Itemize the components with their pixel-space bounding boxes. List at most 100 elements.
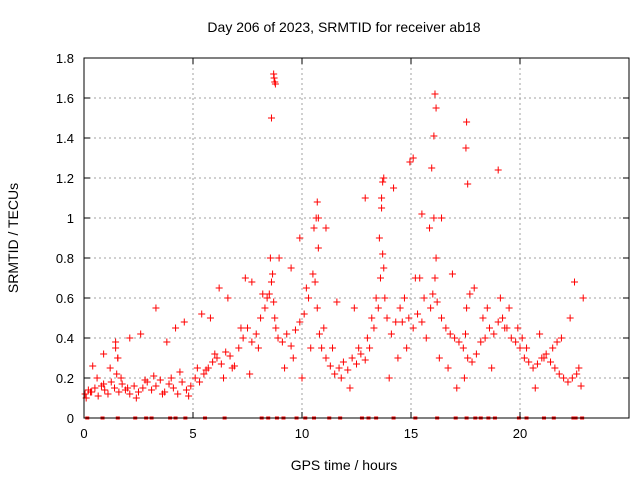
data-point [178, 378, 186, 386]
data-point [455, 338, 463, 346]
data-point [438, 214, 446, 222]
data-point [379, 178, 387, 186]
data-point [213, 354, 221, 362]
data-point [302, 284, 310, 292]
data-point [300, 310, 308, 318]
data-point [547, 358, 555, 366]
data-point [463, 304, 471, 312]
data-point [270, 74, 278, 82]
data-point [281, 364, 289, 372]
data-point [366, 344, 374, 352]
data-point [187, 382, 195, 390]
data-point [139, 384, 147, 392]
x-tick-label: 20 [513, 426, 527, 441]
data-point [158, 390, 166, 398]
data-point [309, 270, 317, 278]
data-point [368, 314, 376, 322]
data-point [117, 374, 125, 382]
data-point [150, 372, 158, 380]
data-point [463, 118, 471, 126]
data-point [516, 344, 524, 352]
data-point [118, 380, 126, 388]
data-point [383, 314, 391, 322]
data-point [553, 338, 561, 346]
data-point [115, 388, 123, 396]
data-point [191, 374, 199, 382]
data-point [507, 334, 515, 342]
data-point [246, 370, 254, 378]
data-point [555, 370, 563, 378]
data-point [270, 298, 278, 306]
data-point [113, 370, 121, 378]
data-point [512, 338, 520, 346]
data-point [431, 90, 439, 98]
data-point [433, 298, 441, 306]
data-point [257, 314, 265, 322]
data-point [428, 164, 436, 172]
data-point [405, 314, 413, 322]
data-point [320, 324, 328, 332]
data-point [344, 366, 352, 374]
data-point [126, 334, 134, 342]
plot-frame [83, 57, 630, 419]
data-point [394, 354, 402, 362]
data-point [575, 364, 583, 372]
data-point [357, 350, 365, 358]
data-point [374, 304, 382, 312]
data-point [346, 384, 354, 392]
data-point [200, 370, 208, 378]
data-point [481, 334, 489, 342]
data-point [196, 378, 204, 386]
data-point [141, 376, 149, 384]
data-point [235, 344, 243, 352]
data-point [333, 298, 341, 306]
data-point [137, 330, 145, 338]
data-point [514, 324, 522, 332]
data-point [579, 294, 587, 302]
data-point [252, 330, 260, 338]
data-point [418, 318, 426, 326]
data-point [339, 358, 347, 366]
data-point [468, 358, 476, 366]
data-point [163, 338, 171, 346]
data-point [202, 366, 210, 374]
data-point [577, 382, 585, 390]
data-point [206, 314, 214, 322]
data-point [165, 380, 173, 388]
data-point [540, 354, 548, 362]
data-point [573, 370, 581, 378]
data-point [106, 364, 114, 372]
data-point [566, 314, 574, 322]
data-point [254, 344, 262, 352]
data-point [430, 132, 438, 140]
data-point [387, 330, 395, 338]
data-point [459, 344, 467, 352]
data-point [529, 364, 537, 372]
data-point [446, 330, 454, 338]
data-point [571, 278, 578, 286]
data-point [409, 154, 417, 162]
data-point [278, 338, 286, 346]
data-point [329, 344, 337, 352]
data-point [427, 304, 435, 312]
y-tick-label: 0 [67, 411, 74, 426]
data-point [370, 324, 378, 332]
data-point [551, 364, 559, 372]
data-point [453, 384, 461, 392]
data-point [272, 324, 280, 332]
x-tick-label: 5 [189, 426, 196, 441]
data-point [91, 384, 99, 392]
data-point [267, 278, 275, 286]
data-point [217, 360, 225, 368]
data-point [126, 390, 134, 398]
data-point [485, 324, 493, 332]
data-point [211, 350, 219, 358]
data-point [448, 270, 456, 278]
data-point [244, 324, 251, 332]
data-point [483, 304, 491, 312]
data-point [501, 324, 509, 332]
data-point [355, 344, 363, 352]
data-point [430, 214, 438, 222]
data-point [193, 364, 201, 372]
data-point [464, 354, 472, 362]
